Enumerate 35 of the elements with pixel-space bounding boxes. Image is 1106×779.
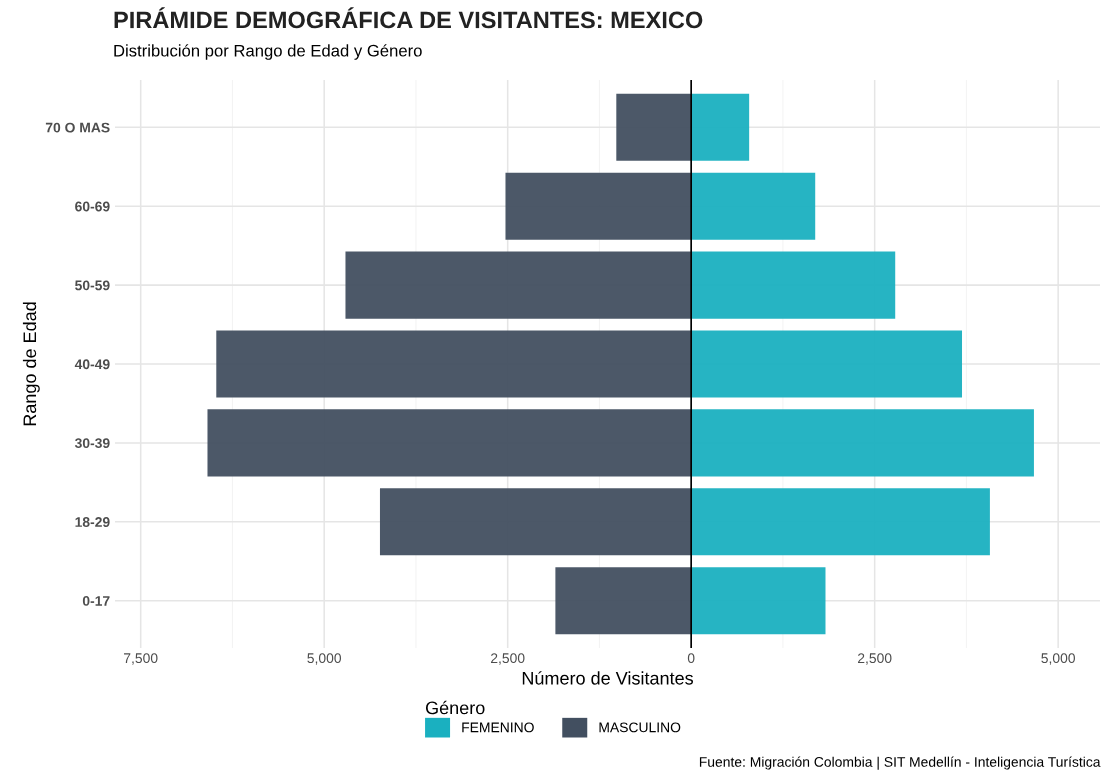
bar <box>691 488 990 556</box>
y-tick-label: 40-49 <box>74 359 110 370</box>
source-note: Fuente: Migración Colombia | SIT Medellín - Inteligencia Turística <box>699 756 1101 770</box>
bar <box>691 567 826 635</box>
bar <box>345 251 692 319</box>
x-tick-label: 5,000 <box>1041 653 1075 665</box>
bar <box>216 330 692 398</box>
y-tick-label: 30-39 <box>74 438 110 449</box>
bar <box>207 409 692 477</box>
bar <box>691 330 963 398</box>
x-tick-label: 0 <box>687 653 695 664</box>
bar <box>379 488 692 556</box>
legend-title: Género <box>425 700 485 715</box>
bar <box>691 251 896 319</box>
bar <box>555 567 692 635</box>
y-tick-label: 50-59 <box>75 280 110 291</box>
bar <box>616 93 692 161</box>
chart-subtitle: Distribución por Rango de Edad y Género <box>114 44 422 60</box>
x-tick-label: 2,500 <box>491 653 525 665</box>
x-axis-title: Número de Visitantes <box>522 671 693 685</box>
y-tick-label: 70 O MAS <box>45 122 110 133</box>
y-tick-label: 18-29 <box>75 517 110 527</box>
bar <box>691 93 750 161</box>
bar <box>691 172 816 240</box>
legend-label: FEMENINO <box>462 722 534 733</box>
chart-title: PIRÁMIDE DEMOGRÁFICA DE VISITANTES: MEXICO <box>114 7 703 29</box>
bar <box>691 409 1034 477</box>
y-axis-title: Rango de Edad <box>22 302 40 426</box>
legend-label: MASCULINO <box>599 722 681 733</box>
bar <box>505 172 692 240</box>
x-tick-label: 7,500 <box>124 653 158 665</box>
y-tick-label: 60-69 <box>75 201 110 212</box>
y-tick-label: 0-17 <box>82 596 110 606</box>
x-tick-label: 5,000 <box>307 653 342 665</box>
x-tick-label: 2,500 <box>857 653 892 665</box>
